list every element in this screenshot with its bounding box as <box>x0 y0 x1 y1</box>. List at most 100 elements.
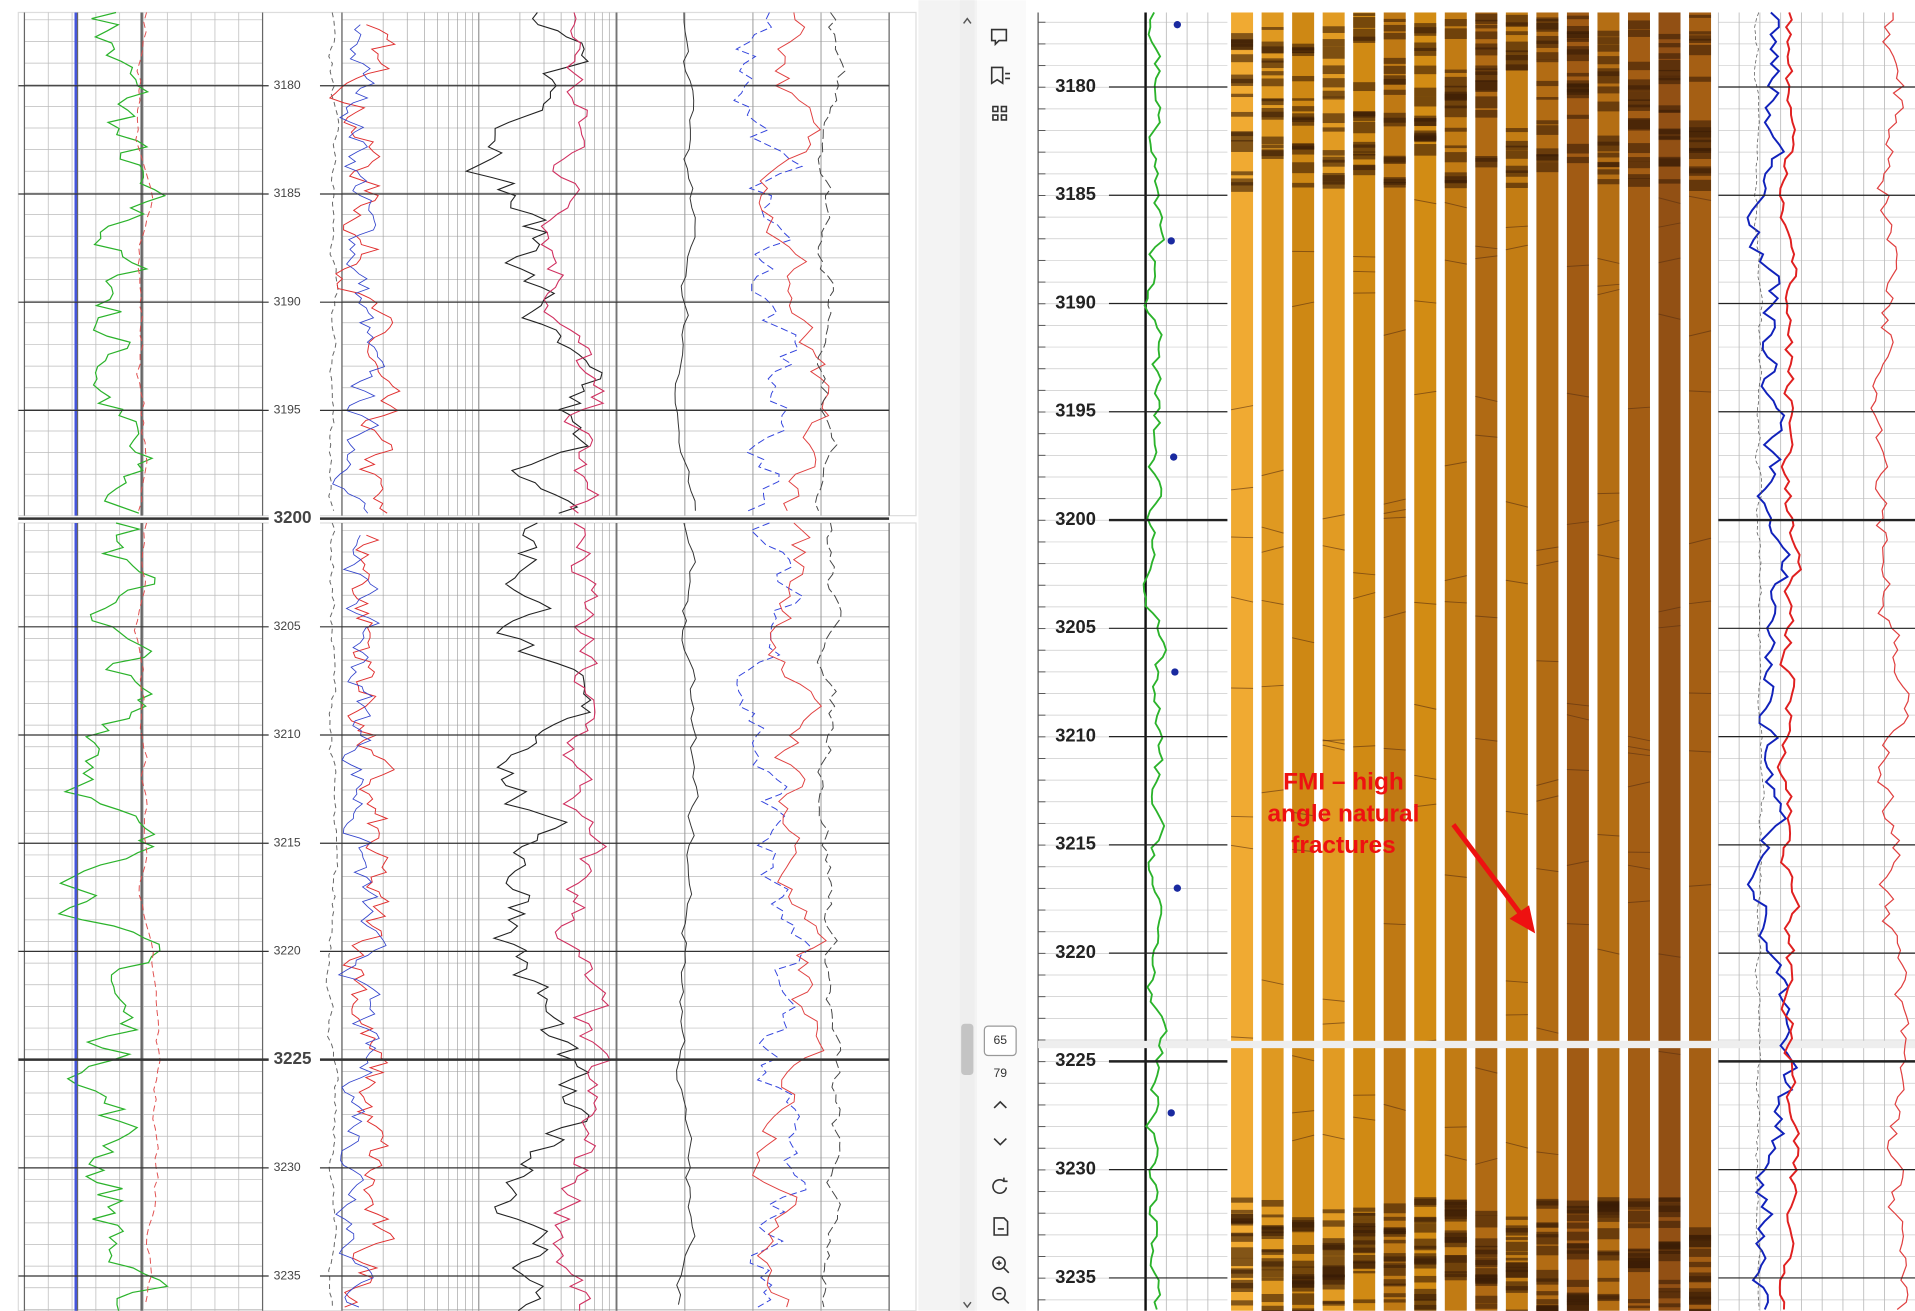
fmi-texture <box>1445 145 1467 148</box>
fmi-texture <box>1353 142 1375 148</box>
fmi-texture <box>1567 1244 1589 1254</box>
current-page[interactable]: 65 <box>993 1033 1007 1047</box>
fmi-texture <box>1628 62 1650 70</box>
depth-label: 3180 <box>1055 75 1096 96</box>
fmi-texture <box>1384 79 1406 85</box>
fmi-texture <box>1475 1211 1497 1216</box>
depth-label: 3215 <box>274 835 301 849</box>
fmi-texture <box>1536 1307 1558 1311</box>
fmi-texture <box>1628 105 1650 108</box>
fmi-texture <box>1659 1251 1681 1254</box>
fmi-texture <box>1231 1233 1253 1236</box>
fmi-texture <box>1414 66 1436 75</box>
fmi-texture <box>1384 25 1406 31</box>
scrollbar[interactable] <box>960 0 975 1310</box>
fmi-texture <box>1506 1251 1528 1255</box>
fmi-texture <box>1353 17 1375 28</box>
fmi-texture <box>1567 144 1589 154</box>
fmi-texture <box>1384 1229 1406 1232</box>
fmi-texture <box>1414 1223 1436 1232</box>
fmi-texture <box>1231 816 1253 817</box>
fmi-texture <box>1292 1261 1314 1268</box>
fmi-texture <box>1262 1249 1284 1252</box>
fmi-texture <box>1414 144 1436 156</box>
fmi-texture <box>1262 61 1284 68</box>
fmi-texture <box>1597 1278 1619 1282</box>
fmi-texture <box>1659 60 1681 71</box>
fmi-texture <box>1384 66 1406 74</box>
fmi-texture <box>1323 1220 1345 1226</box>
fmi-texture <box>1689 15 1711 18</box>
fmi-texture <box>1353 154 1375 159</box>
fmi-texture <box>1475 1251 1497 1254</box>
scrollbar-thumb[interactable] <box>961 1024 973 1075</box>
fmi-pad <box>1292 12 1314 1310</box>
fmi-texture <box>1414 116 1436 126</box>
fmi-texture <box>1597 493 1619 494</box>
fmi-texture <box>1567 1215 1589 1221</box>
fmi-texture <box>1597 86 1619 93</box>
fmi-texture <box>1323 1238 1345 1249</box>
fmi-texture <box>1506 1258 1528 1261</box>
fmi-texture <box>1323 113 1345 123</box>
fmi-texture <box>1567 83 1589 92</box>
fmi-texture <box>1475 110 1497 118</box>
fmi-texture <box>1597 162 1619 167</box>
fmi-texture <box>1628 1261 1650 1267</box>
fmi-texture <box>1659 70 1681 76</box>
fmi-texture <box>1689 35 1711 40</box>
fmi-texture <box>1231 140 1253 152</box>
fmi-texture <box>1506 60 1528 71</box>
fmi-texture <box>1536 52 1558 59</box>
fmi-texture <box>1628 30 1650 37</box>
fmi-texture <box>1536 155 1558 161</box>
fmi-texture <box>1231 40 1253 50</box>
fmi-texture <box>1628 92 1650 101</box>
fmi-texture <box>1689 1262 1711 1267</box>
fmi-texture <box>1353 1208 1375 1212</box>
fmi-texture <box>1262 78 1284 86</box>
fmi-texture <box>1689 1249 1711 1257</box>
fmi-texture <box>1475 25 1497 28</box>
fmi-pad <box>1597 12 1619 1310</box>
depth-label: 3230 <box>274 1160 301 1174</box>
fmi-texture <box>1475 14 1497 22</box>
fmi-texture <box>1597 37 1619 44</box>
fmi-texture <box>1567 1301 1589 1311</box>
fmi-texture <box>1475 96 1497 108</box>
fmi-texture <box>1445 70 1467 73</box>
fmi-texture <box>1323 39 1345 47</box>
fmi-texture <box>1536 1278 1558 1284</box>
depth-label: 3190 <box>274 294 301 308</box>
fmi-texture <box>1475 47 1497 55</box>
fmi-texture <box>1475 80 1497 90</box>
fmi-texture <box>1536 41 1558 44</box>
fmi-texture <box>1506 183 1528 188</box>
fmi-texture <box>1475 1268 1497 1276</box>
fmi-texture <box>1384 19 1406 22</box>
fmi-texture <box>1353 1248 1375 1254</box>
dip-marker <box>1174 884 1181 891</box>
fmi-texture <box>1659 53 1681 59</box>
fmi-texture <box>1689 45 1711 55</box>
fmi-pad <box>1323 12 1345 1310</box>
fmi-texture <box>1323 150 1345 156</box>
fmi-texture <box>1414 1197 1436 1207</box>
fmi-pad <box>1475 12 1497 1310</box>
depth-label: 3190 <box>1055 291 1096 312</box>
fmi-texture <box>1689 1235 1711 1241</box>
fmi-texture <box>1567 26 1589 34</box>
fmi-texture <box>1689 77 1711 82</box>
fmi-texture <box>1292 1280 1314 1287</box>
fmi-texture <box>1536 1201 1558 1206</box>
fmi-texture <box>1475 68 1497 75</box>
fmi-texture <box>1384 1293 1406 1297</box>
fmi-texture <box>1659 1221 1681 1228</box>
fmi-texture <box>1292 106 1314 111</box>
fmi-pad <box>1567 12 1589 1310</box>
fmi-texture <box>1292 162 1314 173</box>
fmi-texture <box>1292 1245 1314 1254</box>
fmi-texture <box>1231 182 1253 192</box>
depth-label: 3235 <box>1055 1266 1096 1287</box>
fmi-texture <box>1536 97 1558 100</box>
